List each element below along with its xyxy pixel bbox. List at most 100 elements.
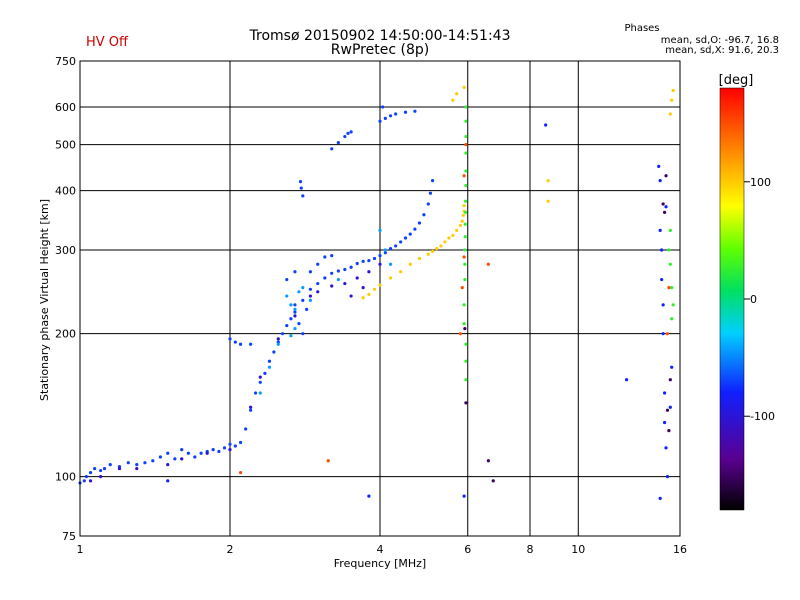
data-point	[330, 271, 334, 275]
data-point	[186, 451, 190, 455]
data-point	[228, 442, 232, 446]
colorbar-tick-label: 100	[750, 176, 771, 189]
data-point	[399, 270, 403, 274]
data-point	[308, 298, 313, 302]
data-point	[381, 105, 385, 109]
data-point	[289, 303, 293, 307]
data-point	[193, 455, 197, 459]
data-point	[388, 262, 393, 266]
data-point	[180, 448, 184, 452]
data-point	[662, 391, 667, 395]
phase-box-title: Phases	[624, 23, 659, 34]
data-point	[463, 262, 467, 266]
data-point	[301, 286, 305, 290]
data-point	[451, 98, 455, 102]
data-point	[378, 253, 382, 258]
data-point	[464, 359, 468, 363]
data-point	[464, 134, 468, 139]
data-point	[355, 276, 359, 280]
data-point	[464, 143, 468, 147]
status-label: HV Off	[86, 35, 128, 50]
data-point	[430, 249, 435, 254]
data-point	[293, 326, 297, 331]
data-point	[346, 131, 350, 136]
data-point	[143, 461, 147, 465]
data-point	[408, 232, 412, 236]
data-point	[464, 378, 468, 382]
data-point	[361, 296, 365, 300]
data-point	[664, 446, 668, 450]
y-tick-label: 500	[55, 139, 76, 152]
data-point	[463, 326, 467, 331]
data-point	[336, 140, 340, 145]
data-point	[383, 116, 387, 120]
data-point	[463, 248, 467, 252]
data-point	[305, 307, 309, 311]
data-point	[316, 262, 320, 266]
data-point	[173, 457, 177, 461]
data-point	[372, 256, 377, 261]
data-point	[323, 255, 327, 259]
data-point	[665, 332, 670, 336]
data-point	[343, 134, 347, 139]
y-tick-label: 100	[55, 471, 76, 484]
x-tick-label: 10	[571, 543, 585, 556]
data-point	[166, 479, 170, 483]
data-point	[151, 459, 155, 463]
data-point	[464, 401, 468, 405]
data-point	[355, 261, 359, 266]
y-tick-label: 750	[55, 55, 76, 68]
data-point	[413, 227, 417, 231]
data-point	[658, 496, 662, 500]
data-point	[462, 204, 466, 208]
data-point	[388, 247, 393, 251]
data-point	[668, 378, 672, 382]
data-point	[238, 470, 243, 475]
data-point	[486, 459, 490, 463]
data-point	[670, 317, 674, 321]
data-point	[464, 151, 468, 155]
data-point	[668, 228, 672, 232]
data-point	[463, 199, 468, 203]
data-point	[439, 244, 443, 248]
data-point	[293, 314, 297, 318]
data-point	[367, 494, 371, 498]
colorbar	[719, 87, 745, 511]
data-point	[546, 179, 550, 183]
data-point	[217, 449, 221, 454]
y-tick-label: 200	[55, 328, 76, 341]
data-point	[367, 292, 371, 296]
data-point	[660, 248, 664, 252]
data-point	[233, 444, 237, 448]
data-point	[463, 222, 467, 226]
data-point	[451, 233, 455, 238]
data-point	[378, 228, 382, 232]
plot-frame	[79, 60, 681, 537]
data-point	[108, 463, 112, 467]
data-point	[435, 247, 439, 251]
data-point	[394, 112, 398, 116]
data-point	[228, 448, 232, 452]
data-point	[280, 332, 285, 336]
data-point	[135, 466, 139, 471]
x-tick-label: 4	[377, 543, 384, 556]
chart-title: Tromsø 20150902 14:50:00-14:51:43	[249, 28, 511, 44]
y-tick-label: 75	[62, 530, 76, 543]
data-point	[667, 286, 671, 290]
colorbar-tick-label: -100	[750, 410, 775, 423]
data-point	[486, 262, 490, 266]
data-point	[657, 164, 661, 168]
data-point	[330, 253, 334, 258]
x-tick-label: 6	[464, 543, 471, 556]
data-point	[462, 174, 466, 178]
data-point	[408, 262, 412, 266]
chart-subtitle: RwPretec (8p)	[331, 42, 429, 58]
data-point	[658, 179, 662, 183]
data-point	[289, 334, 293, 338]
data-point	[661, 202, 665, 206]
data-point	[88, 470, 93, 475]
data-point	[166, 451, 170, 455]
data-point	[664, 205, 668, 209]
data-point	[460, 219, 464, 223]
